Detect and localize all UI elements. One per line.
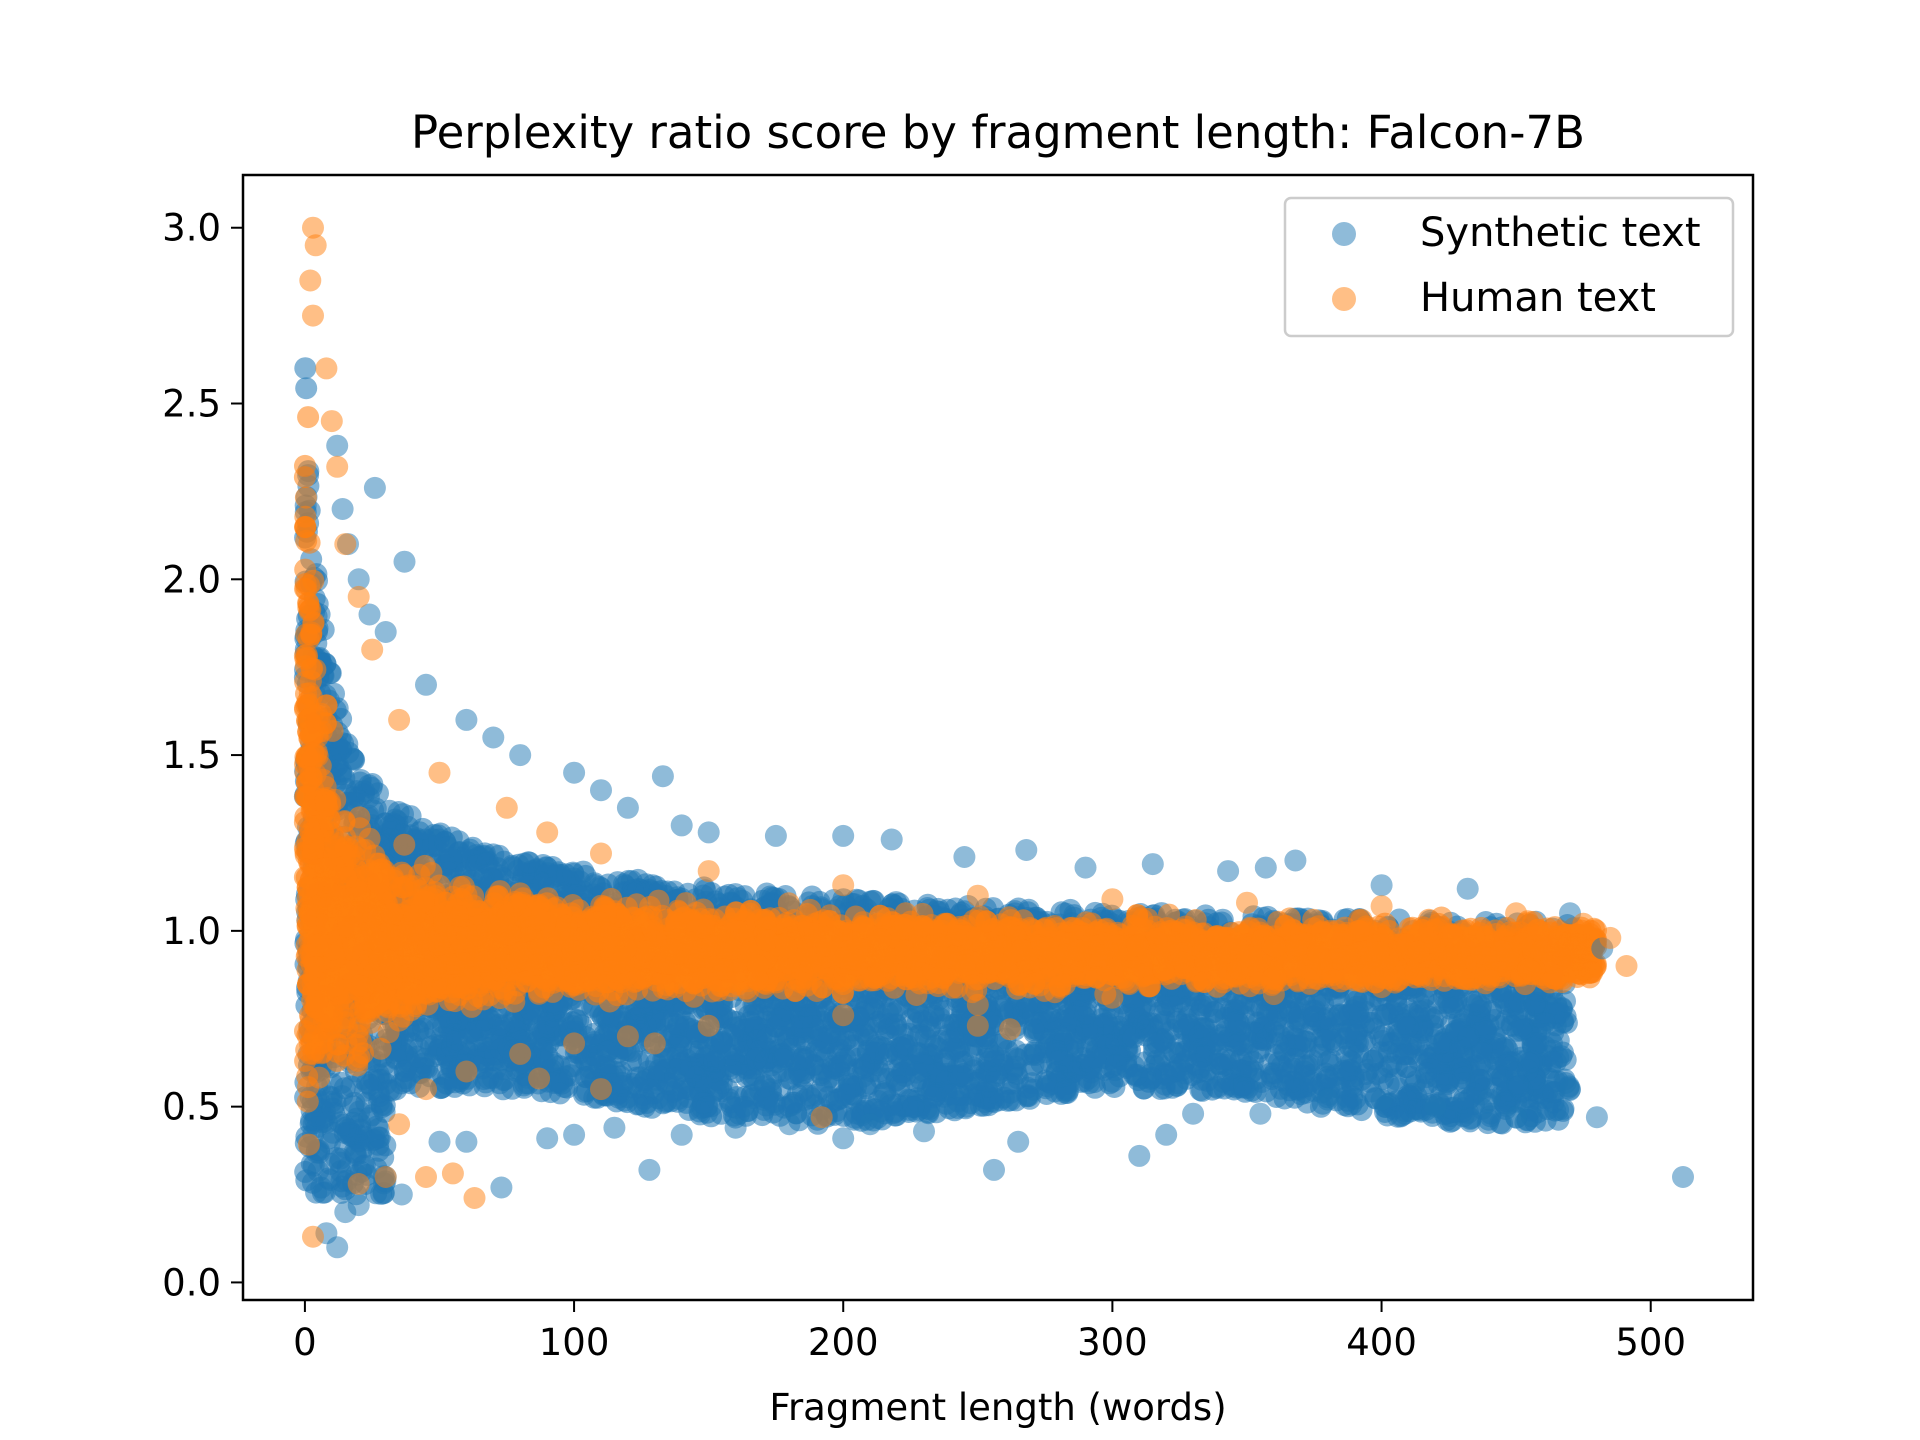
synthetic-point — [424, 1034, 447, 1056]
synthetic-point — [1204, 1001, 1227, 1024]
synthetic-point — [746, 1047, 769, 1070]
synthetic-point — [579, 1057, 601, 1080]
synthetic-point — [1525, 1032, 1548, 1055]
synthetic-point — [1314, 1029, 1337, 1052]
synthetic-point — [1462, 994, 1485, 1016]
synthetic-point — [768, 1007, 791, 1030]
chart-title: Perplexity ratio score by fragment lengt… — [411, 106, 1585, 159]
synthetic-point — [888, 1075, 911, 1097]
synthetic-point — [1501, 1015, 1524, 1038]
synthetic-point — [1093, 1012, 1116, 1035]
synthetic-point — [1057, 1079, 1079, 1102]
synthetic-point — [361, 773, 384, 795]
synthetic-point — [924, 1084, 947, 1107]
synthetic-point — [1177, 1013, 1200, 1036]
synthetic-point — [1234, 1080, 1257, 1103]
synthetic-point — [1074, 1002, 1097, 1025]
synthetic-point — [582, 1022, 605, 1045]
synthetic-point — [1418, 1058, 1441, 1080]
synthetic-point — [294, 357, 317, 380]
synthetic-point — [1371, 1030, 1394, 1052]
synthetic-point — [1523, 993, 1546, 1016]
synthetic-point — [1034, 1069, 1057, 1092]
synthetic-point — [1438, 997, 1461, 1020]
synthetic-point — [1357, 1058, 1379, 1081]
synthetic-point — [1006, 1067, 1029, 1090]
synthetic-point — [1237, 1043, 1260, 1066]
synthetic-point — [367, 1139, 390, 1162]
synthetic-point — [295, 377, 318, 400]
synthetic-point — [1414, 999, 1437, 1022]
synthetic-point — [852, 1053, 875, 1076]
synthetic-point — [914, 1026, 937, 1049]
synthetic-point — [933, 1049, 956, 1071]
synthetic-point — [1207, 1033, 1230, 1056]
synthetic-point — [411, 817, 434, 840]
synthetic-point — [964, 1072, 987, 1094]
synthetic-point — [1161, 1076, 1184, 1099]
synthetic-point — [684, 1065, 707, 1088]
synthetic-point — [1122, 996, 1145, 1019]
synthetic-point — [562, 862, 585, 885]
synthetic-point — [533, 1037, 556, 1060]
synthetic-point — [294, 1160, 317, 1183]
